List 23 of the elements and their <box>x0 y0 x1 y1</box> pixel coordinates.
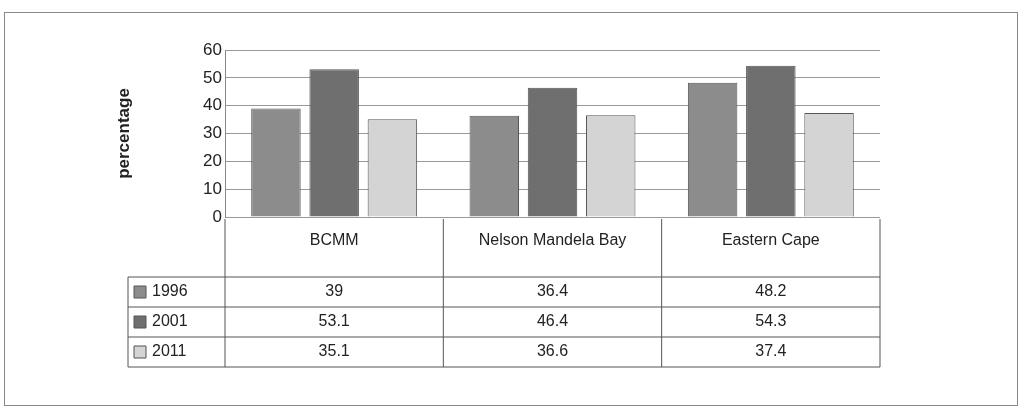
data-label: 53.1 <box>318 312 350 330</box>
data-label: 39 <box>325 282 344 300</box>
data-label: 46.4 <box>536 312 569 330</box>
data-label: 48.2 <box>755 282 787 300</box>
y-tick-label: 10 <box>203 178 222 198</box>
x-tick-label: Eastern Cape <box>721 231 820 249</box>
data-label: 36.6 <box>536 342 569 360</box>
legend-label: 1996 <box>152 282 188 300</box>
legend-label: 2011 <box>152 342 187 360</box>
y-axis-title: percentage <box>113 88 133 179</box>
y-tick-label: 0 <box>212 206 222 226</box>
y-tick-label: 50 <box>203 67 222 87</box>
y-tick-label: 30 <box>203 123 222 143</box>
y-tick-label: 60 <box>203 39 222 59</box>
x-tick-label: Nelson Mandela Bay <box>478 231 627 249</box>
y-tick-label: 20 <box>203 151 222 171</box>
data-label: 35.1 <box>318 342 350 360</box>
data-label: 54.3 <box>755 312 787 330</box>
y-tick-label: 40 <box>203 95 222 115</box>
x-tick-label: BCMM <box>309 231 359 249</box>
data-label: 37.4 <box>755 342 787 360</box>
legend-label: 2001 <box>152 312 188 330</box>
data-label: 36.4 <box>536 282 569 300</box>
